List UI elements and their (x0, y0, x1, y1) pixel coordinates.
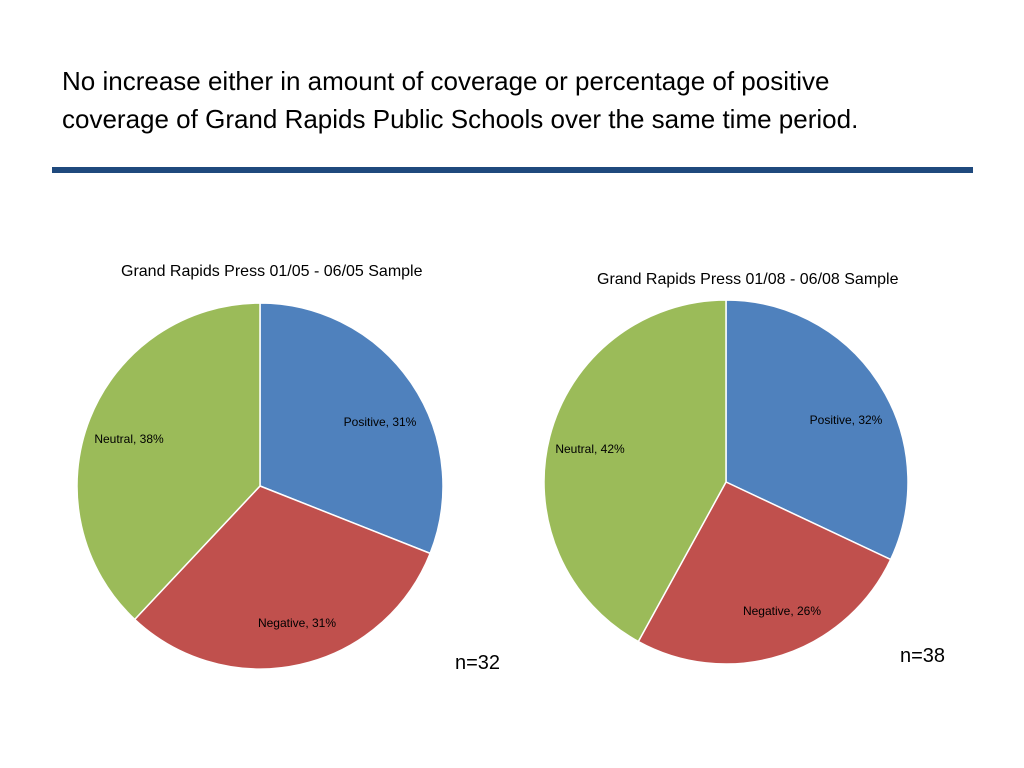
chart-title-2008: Grand Rapids Press 01/08 - 06/08 Sample (597, 271, 899, 288)
pie-slice-positive (725, 299, 909, 561)
slide-title: No increase either in amount of coverage… (62, 62, 962, 138)
data-label-positive: Positive, 31% (344, 415, 417, 429)
chart-title-2005: Grand Rapids Press 01/05 - 06/05 Sample (121, 263, 423, 280)
pie-slice-neutral (543, 299, 727, 643)
data-label-positive: Positive, 32% (810, 413, 883, 427)
data-label-neutral: Neutral, 38% (94, 432, 164, 446)
data-label-neutral: Neutral, 42% (555, 442, 625, 456)
sample-size-2008: n=38 (900, 645, 946, 667)
slide-title-line-2: coverage of Grand Rapids Public Schools … (62, 104, 859, 134)
pie-slice-neutral (76, 302, 261, 621)
data-label-negative: Negative, 26% (743, 604, 821, 618)
pie-slice-positive (259, 302, 444, 555)
pie-slice-negative (133, 485, 431, 670)
data-label-negative: Negative, 31% (258, 616, 336, 630)
title-divider (52, 167, 973, 173)
sample-size-2005: n=32 (455, 652, 501, 674)
slide-title-line-1: No increase either in amount of coverage… (62, 66, 830, 96)
